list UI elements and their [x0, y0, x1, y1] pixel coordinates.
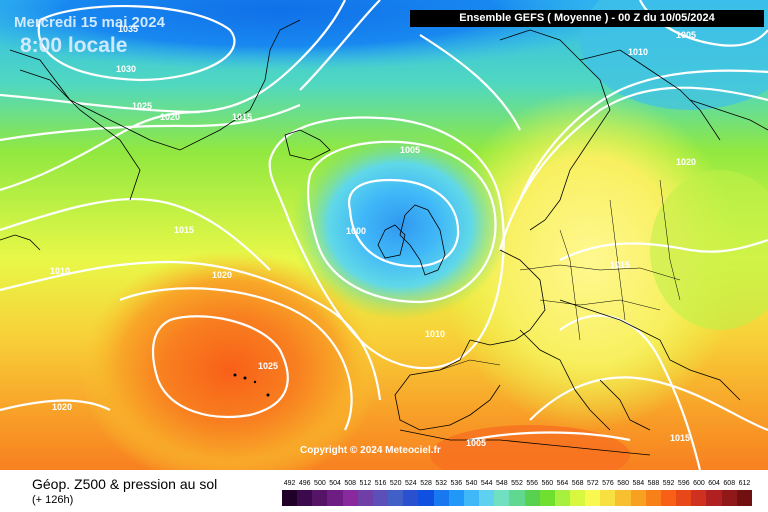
isobars	[0, 0, 768, 470]
legend-value: 568	[571, 480, 584, 487]
legend-swatch	[676, 490, 692, 506]
legend-value: 576	[602, 480, 614, 487]
legend-swatch	[372, 490, 389, 506]
legend-swatch	[403, 490, 419, 506]
legend-swatch	[342, 490, 358, 506]
legend-value: 600	[693, 480, 705, 487]
legend-value: 544	[480, 480, 493, 487]
legend-swatch	[433, 490, 449, 506]
legend-swatch	[721, 490, 737, 506]
legend-swatch	[569, 490, 586, 506]
isobar-label: 1020	[212, 270, 233, 280]
legend-swatch	[418, 490, 434, 506]
isobar-label: 1010	[50, 266, 71, 276]
legend-swatch	[388, 490, 404, 506]
legend-value: 564	[556, 480, 569, 487]
model-title: Ensemble GEFS ( Moyenne ) - 00 Z du 10/0…	[410, 10, 764, 27]
isobar-label: 1015	[232, 112, 253, 122]
isobar-label: 1005	[676, 30, 697, 40]
legend-swatch	[312, 490, 328, 506]
coastlines	[0, 19, 768, 456]
legend-swatch	[479, 490, 495, 506]
islands	[233, 373, 270, 397]
isobar-label: 1000	[346, 226, 367, 236]
isobar-label: 1030	[116, 64, 137, 74]
legend-swatch	[691, 490, 707, 506]
legend-swatch	[539, 490, 555, 506]
forecast-time: 8:00 locale	[20, 34, 128, 57]
isobar-label: 1005	[466, 438, 487, 448]
legend-value: 516	[374, 480, 387, 487]
isobar-label: 1025	[258, 361, 279, 371]
legend-value: 548	[495, 480, 508, 487]
legend-swatch	[448, 490, 464, 506]
isobar-label: 1015	[670, 433, 691, 443]
legend-value: 528	[420, 480, 432, 487]
legend-value: 588	[647, 480, 660, 487]
forecast-date: Mercredi 15 mai 2024	[14, 14, 165, 31]
legend-value: 492	[283, 480, 296, 487]
isobar-label: 1010	[628, 47, 649, 57]
legend-value: 604	[708, 480, 720, 487]
isobar-label: 1015	[610, 260, 631, 270]
isobar-label: 1020	[160, 112, 181, 122]
legend-value: 504	[329, 480, 341, 487]
legend-swatch	[509, 490, 525, 506]
legend-value: 508	[344, 480, 357, 487]
legend-swatch	[630, 490, 646, 506]
legend-value: 572	[586, 480, 599, 487]
legend-value: 540	[465, 480, 478, 487]
legend-swatch	[463, 490, 480, 506]
legend-color-bar	[282, 490, 752, 506]
legend-value: 520	[389, 480, 402, 487]
parameter-label: Géop. Z500 & pression au sol	[32, 476, 218, 492]
isobar-label: 1015	[174, 225, 195, 235]
isobar-label: 1020	[676, 157, 697, 167]
legend-swatch	[706, 490, 722, 506]
legend-swatch	[494, 490, 510, 506]
legend-value: 592	[662, 480, 675, 487]
legend-value: 580	[617, 480, 629, 487]
legend-swatch	[297, 490, 313, 506]
isobar-label: 1035	[118, 24, 139, 34]
legend-value: 552	[511, 480, 523, 487]
legend-swatch	[600, 490, 616, 506]
legend-value: 532	[435, 480, 448, 487]
legend-swatch	[660, 490, 677, 506]
legend-value: 560	[541, 480, 554, 487]
legend-value: 612	[738, 480, 751, 487]
isobar-label: 1005	[400, 145, 421, 155]
weather-map	[0, 0, 768, 470]
legend-swatch	[357, 490, 373, 506]
legend-value: 584	[632, 480, 645, 487]
legend-value: 496	[298, 480, 311, 487]
legend-swatch	[554, 490, 570, 506]
legend-swatch	[645, 490, 661, 506]
legend-swatch	[585, 490, 601, 506]
isobar-label: 1025	[132, 101, 153, 111]
legend-swatch	[736, 490, 752, 506]
legend-value: 608	[723, 480, 736, 487]
legend-scale-labels: 492 496 500 504 508 512 516 520 524 528 532 536 540 5…	[282, 480, 752, 490]
borders	[439, 179, 681, 371]
legend-swatch	[327, 490, 343, 506]
legend-value: 536	[450, 480, 463, 487]
legend-value: 524	[405, 480, 417, 487]
isobar-label: 1020	[52, 402, 73, 412]
legend-swatch	[282, 490, 298, 506]
legend-value: 500	[314, 480, 326, 487]
isobar-label: 1010	[425, 329, 446, 339]
legend-value: 556	[526, 480, 538, 487]
legend-swatch	[524, 490, 540, 506]
legend-swatch	[615, 490, 631, 506]
copyright-text: Copyright © 2024 Meteociel.fr	[300, 445, 441, 456]
legend-value: 596	[677, 480, 690, 487]
lead-time-label: (+ 126h)	[32, 494, 74, 506]
legend-value: 512	[359, 480, 372, 487]
